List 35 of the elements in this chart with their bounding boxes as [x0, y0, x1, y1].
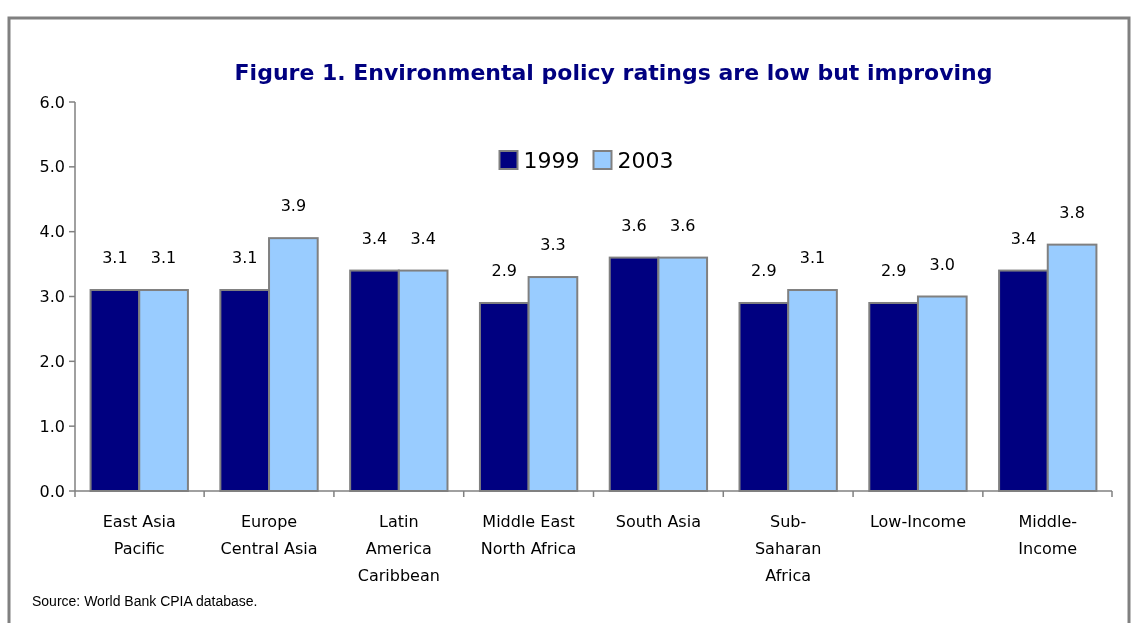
x-tick-label: Middle- Income	[1018, 512, 1078, 558]
data-label: 3.1	[799, 248, 826, 268]
x-tick-label: Europe Central Asia	[220, 512, 318, 558]
data-label: 2.9	[751, 260, 777, 280]
data-label: 3.1	[150, 248, 177, 268]
data-label: 3.4	[1010, 228, 1037, 248]
data-label: 3.6	[621, 215, 647, 235]
data-label: 3.4	[361, 228, 388, 248]
data-label: 2.9	[880, 260, 907, 280]
source-note: Source: World Bank CPIA database.	[32, 593, 258, 609]
y-tick-label: 2.0	[39, 351, 65, 371]
x-tick-label: Low-Income	[869, 512, 967, 531]
data-label: 3.1	[102, 248, 128, 268]
x-tick-label: Middle East North Africa	[480, 512, 577, 558]
x-tick-label: East Asia Pacific	[102, 512, 176, 558]
x-tick-label: South Asia	[615, 512, 701, 531]
data-label: 3.6	[670, 215, 696, 235]
data-label: 3.9	[280, 196, 307, 216]
y-tick-label: 0.0	[39, 481, 65, 501]
data-label: 2.9	[491, 260, 517, 280]
data-label: 3.0	[929, 254, 956, 274]
y-tick-label: 1.0	[39, 416, 65, 436]
data-label: 3.8	[1059, 202, 1085, 222]
x-tick-label: Latin America Caribbean	[357, 512, 440, 585]
data-label: 3.4	[410, 228, 436, 248]
chart-title: Figure 1. Environmental policy ratings are low but improving	[234, 60, 993, 85]
x-tick-label: Sub- Saharan Africa	[754, 512, 822, 585]
y-tick-label: 3.0	[39, 287, 65, 307]
data-label: 3.1	[231, 248, 258, 268]
y-tick-label: 5.0	[39, 157, 65, 177]
y-tick-label: 6.0	[39, 92, 65, 112]
legend-label: 1999	[523, 147, 580, 173]
data-label: 3.3	[540, 235, 566, 255]
y-tick-label: 4.0	[39, 222, 65, 242]
legend-label: 2003	[617, 147, 674, 173]
